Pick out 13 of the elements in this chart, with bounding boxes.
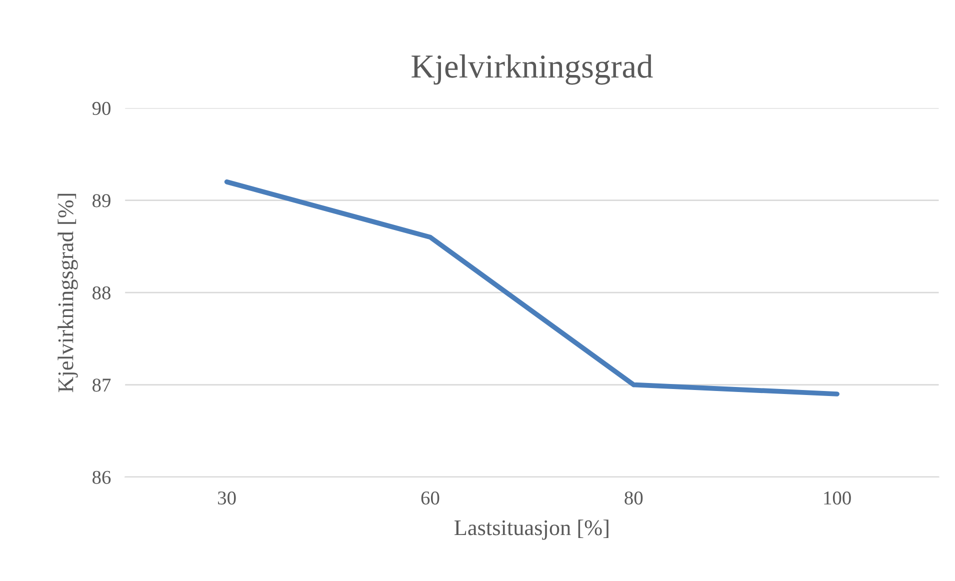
x-axis-title: Lastsituasjon [%] [454,520,608,540]
x-tick-label: 100 [824,491,851,505]
y-tick-label: 90 [92,102,110,116]
y-tick-label: 89 [92,194,110,208]
chart-title: Kjelvirkningsgrad [412,54,653,85]
x-tick-label: 80 [624,491,643,505]
y-tick-label: 86 [92,470,111,484]
y-tick-label: 88 [92,286,110,300]
y-tick-label: 87 [92,378,111,392]
y-axis-title: Kjelvirkningsgrad [%] [58,194,78,392]
line-series [224,179,840,396]
x-tick-label: 30 [218,491,236,505]
x-tick-label: 60 [421,491,440,505]
